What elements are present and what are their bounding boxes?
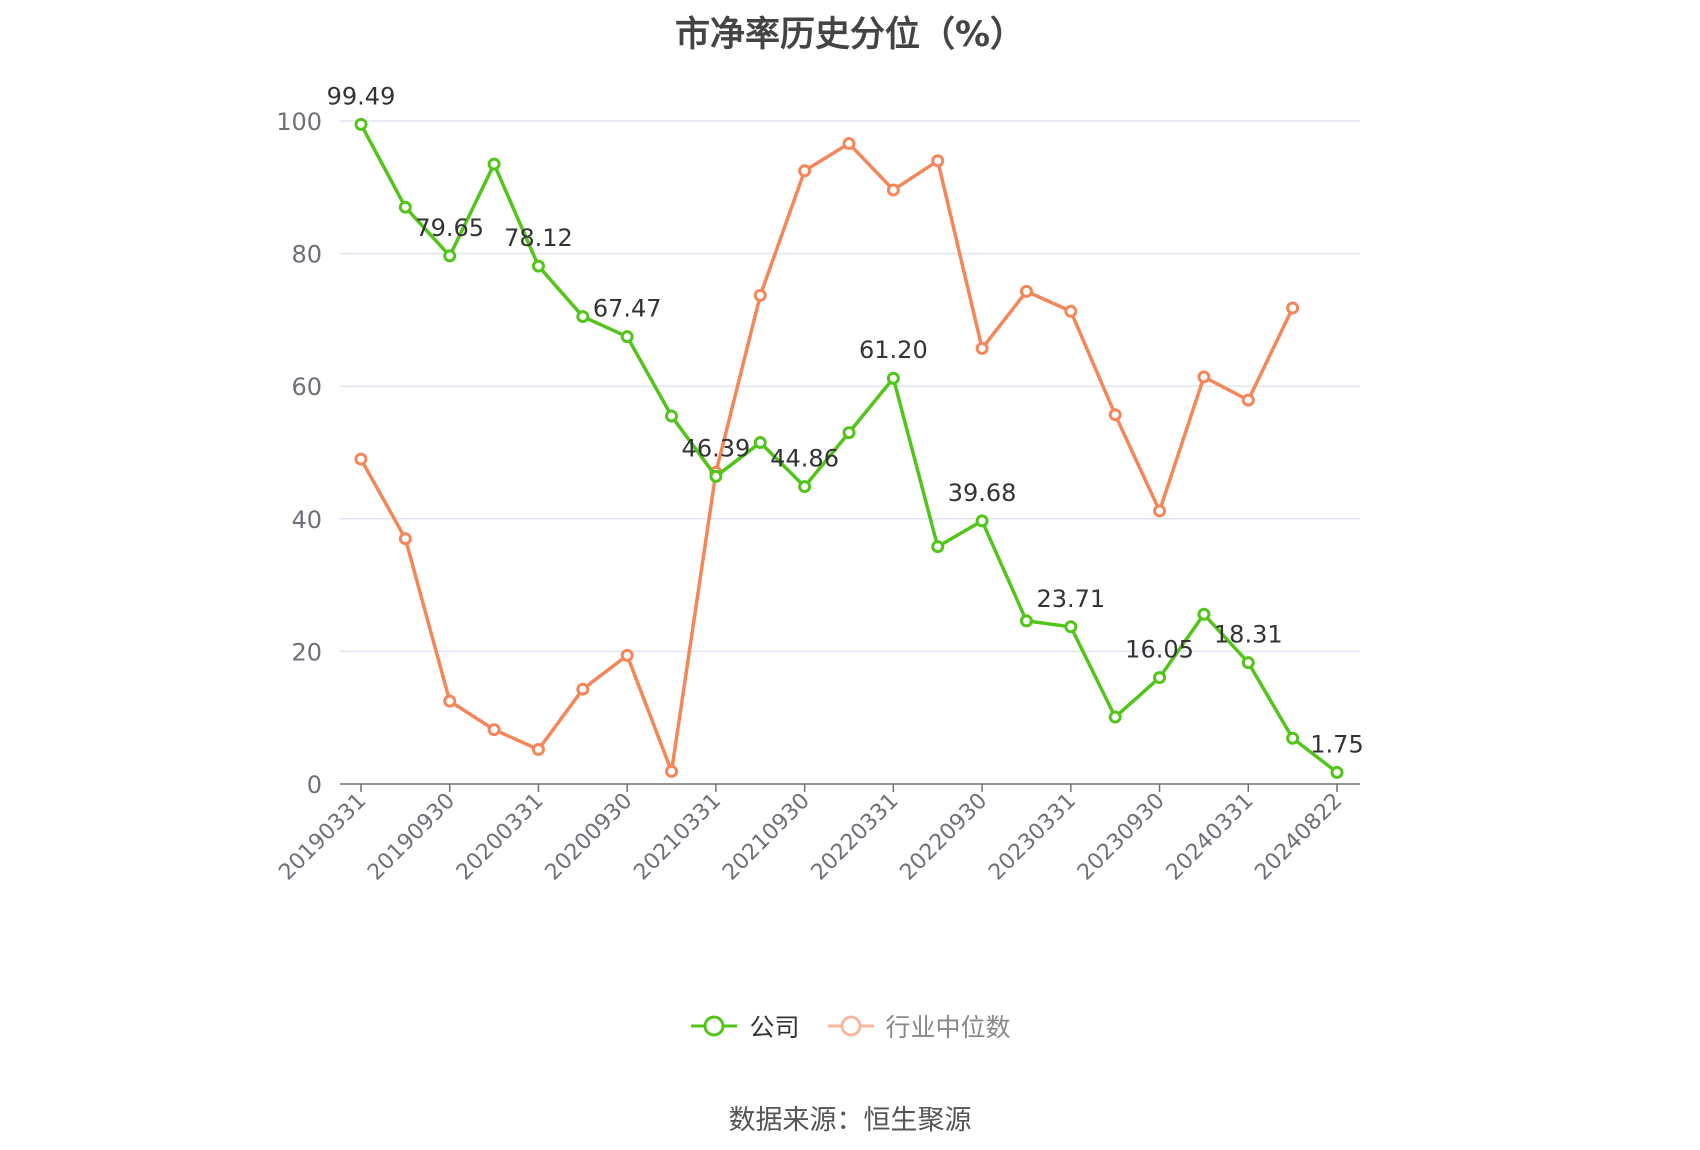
data-label: 67.47: [593, 295, 662, 323]
data-point-company: [1197, 607, 1211, 621]
data-point-company: [842, 426, 856, 440]
data-point-company: [576, 310, 590, 324]
data-point-company: [443, 249, 457, 263]
legend-label-industry: 行业中位数: [885, 1013, 1011, 1042]
data-point-company: [886, 371, 900, 385]
x-tick-label: 20190930: [363, 789, 460, 886]
data-point-industry: [665, 764, 679, 778]
data-label: 78.12: [504, 224, 573, 252]
data-point-industry: [398, 532, 412, 546]
y-tick-label: 0: [307, 771, 322, 799]
legend-item-company[interactable]: 公司: [689, 1008, 800, 1044]
y-tick-label: 60: [291, 373, 322, 401]
data-point-company: [1019, 614, 1033, 628]
data-point-industry: [1241, 393, 1255, 407]
data-point-industry: [753, 288, 767, 302]
data-point-industry: [354, 452, 368, 466]
data-point-industry: [1064, 304, 1078, 318]
series-line-company: [359, 123, 1339, 774]
x-tick-label: 20190331: [274, 789, 371, 886]
chart-title: 市净率历史分位（%）: [674, 15, 1026, 55]
x-tick-label: 20240822: [1250, 789, 1347, 886]
data-label: 39.68: [948, 479, 1017, 507]
data-label: 44.86: [770, 445, 839, 473]
data-point-company: [1153, 671, 1167, 685]
legend-item-industry[interactable]: 行业中位数: [826, 1008, 1011, 1044]
data-point-company: [931, 540, 945, 554]
data-source: 数据来源：恒生聚源: [728, 1105, 972, 1136]
data-point-industry: [1108, 408, 1122, 422]
x-tick-label: 20210331: [629, 789, 726, 886]
data-label: 79.65: [415, 214, 484, 242]
data-point-company: [1241, 656, 1255, 670]
data-point-industry: [886, 183, 900, 197]
data-point-industry: [487, 723, 501, 737]
y-tick-label: 100: [276, 108, 322, 136]
data-point-industry: [975, 341, 989, 355]
x-tick-label: 20240331: [1162, 789, 1259, 886]
data-label: 16.05: [1125, 636, 1194, 664]
data-label: 23.71: [1036, 585, 1105, 613]
data-point-company: [709, 469, 723, 483]
data-point-company: [753, 436, 767, 450]
data-point-company: [1064, 620, 1078, 634]
data-point-industry: [443, 694, 457, 708]
data-label: 61.20: [859, 336, 928, 364]
y-tick-label: 40: [291, 506, 322, 534]
x-tick-label: 20230331: [984, 789, 1081, 886]
data-point-industry: [1019, 284, 1033, 298]
data-point-industry: [531, 743, 545, 757]
data-label: 46.39: [682, 434, 751, 462]
data-point-company: [620, 330, 634, 344]
data-point-company: [1108, 710, 1122, 724]
data-point-company: [665, 409, 679, 423]
data-label: 99.49: [327, 82, 396, 110]
legend-industry-marker-icon: [827, 1015, 874, 1037]
x-tick-label: 20200331: [452, 789, 549, 886]
x-tick-label: 20220331: [807, 789, 904, 886]
data-point-company: [398, 200, 412, 214]
data-point-industry: [1153, 504, 1167, 518]
y-tick-label: 80: [291, 241, 322, 269]
legend: 公司 行业中位数: [0, 1008, 1700, 1044]
data-point-industry: [620, 648, 634, 662]
legend-label-company: 公司: [749, 1013, 800, 1042]
data-point-industry: [931, 154, 945, 168]
x-tick-label: 20200930: [541, 789, 638, 886]
data-point-industry: [1286, 301, 1300, 315]
x-tick-label: 20230930: [1073, 789, 1170, 886]
y-tick-label: 20: [291, 638, 322, 666]
data-point-company: [354, 117, 368, 131]
data-label: 18.31: [1214, 621, 1283, 649]
data-point-company: [1330, 765, 1344, 779]
data-label: 1.75: [1310, 730, 1363, 758]
data-point-company: [975, 514, 989, 528]
data-point-company: [1286, 731, 1300, 745]
data-point-company: [531, 259, 545, 273]
data-point-industry: [1197, 370, 1211, 384]
data-point-industry: [798, 164, 812, 178]
series-line-industry: [359, 141, 1295, 774]
x-tick-label: 20210930: [718, 789, 815, 886]
legend-company-marker-icon: [691, 1015, 738, 1037]
data-point-company: [798, 480, 812, 494]
x-tick-label: 20220930: [895, 789, 992, 886]
data-point-industry: [842, 137, 856, 151]
data-point-company: [487, 157, 501, 171]
data-point-industry: [576, 682, 590, 696]
